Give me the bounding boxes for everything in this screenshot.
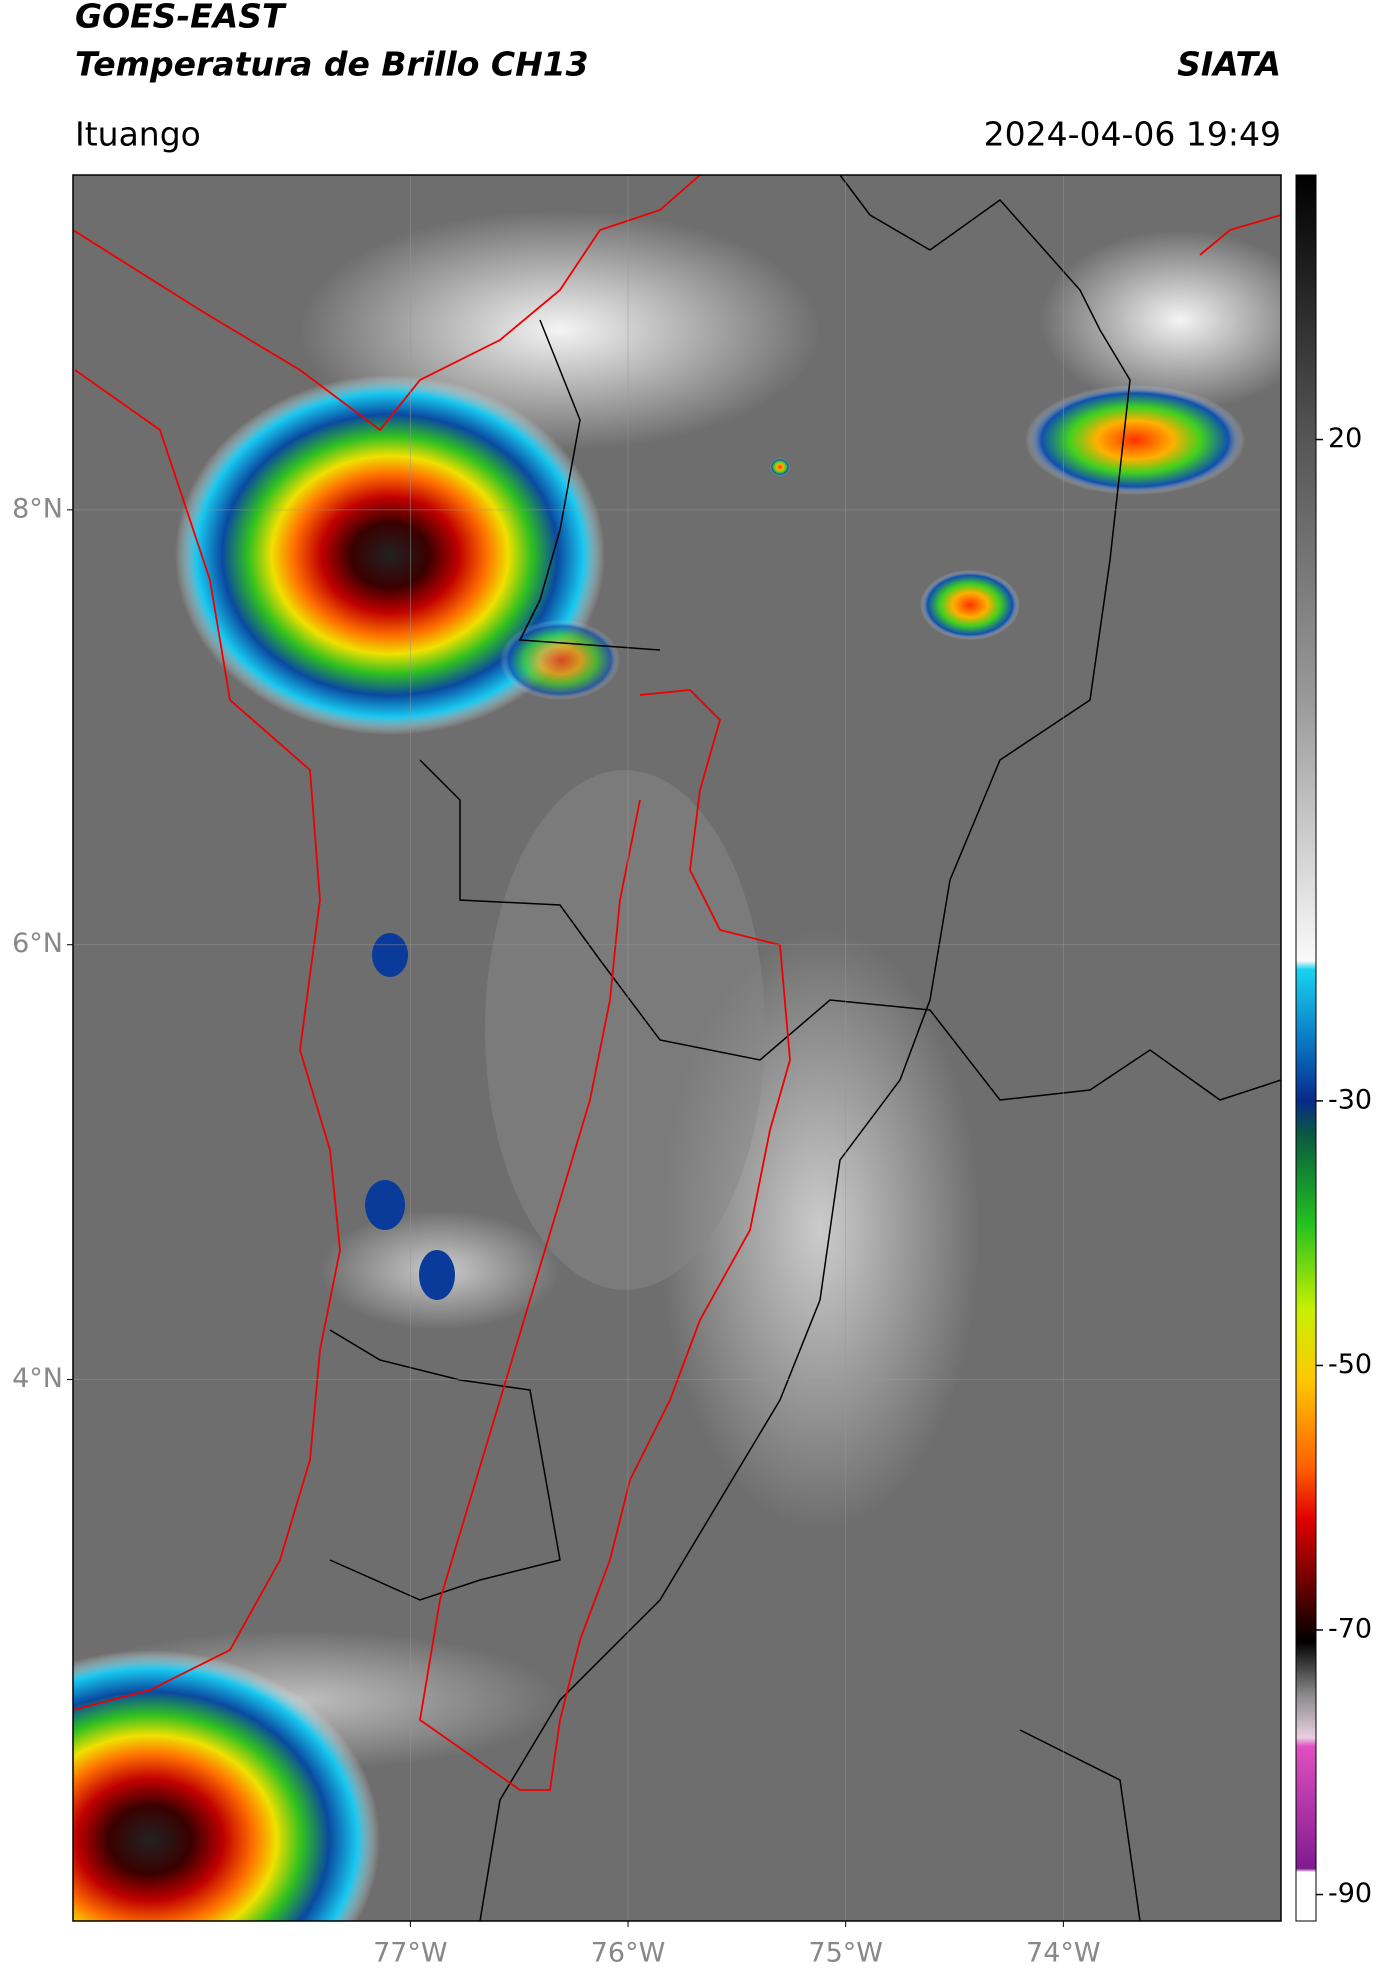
colorbar-tick-label: -30 — [1328, 1084, 1372, 1115]
storm-cell — [500, 620, 620, 700]
location: Ituango — [75, 115, 201, 154]
coastline — [73, 175, 701, 432]
x-tick-label: 76°W — [591, 1938, 666, 1969]
timestamp: 2024-04-06 19:49 — [984, 115, 1281, 154]
map-frame — [72, 174, 1282, 1922]
x-tick-label: 77°W — [373, 1938, 448, 1969]
colorbar — [1295, 174, 1317, 1922]
border — [329, 1329, 561, 1601]
border — [479, 175, 1131, 1921]
colorbar-tick-label: -70 — [1328, 1614, 1372, 1645]
region-boundary — [419, 689, 791, 1791]
y-tick-label: 8°N — [12, 493, 63, 524]
storm-cell — [365, 1180, 405, 1230]
storm-cell — [175, 375, 605, 735]
colorbar-tick-label: -90 — [1328, 1878, 1372, 1909]
storm-cell — [419, 1250, 455, 1300]
border — [518, 319, 661, 651]
storm-cell — [770, 458, 790, 476]
storm-cell — [1025, 385, 1245, 495]
x-tick-label: 75°W — [808, 1938, 883, 1969]
grid — [73, 175, 1281, 1921]
cloud — [1040, 230, 1281, 410]
border — [419, 759, 1281, 1101]
x-tick-label: 74°W — [1026, 1938, 1101, 1969]
title: GOES-EAST — [75, 0, 287, 36]
storm-cell — [73, 1650, 380, 1921]
colorbar-tick-label: -50 — [1328, 1349, 1372, 1380]
coastline — [73, 369, 341, 1711]
coastline — [1199, 214, 1281, 256]
storm-cell — [372, 933, 408, 977]
storm-cell — [920, 570, 1020, 640]
cloud — [485, 770, 765, 1290]
subtitle: Temperatura de Brillo CH13 — [75, 45, 589, 84]
source: SIATA — [1177, 45, 1281, 84]
y-tick-label: 4°N — [12, 1363, 63, 1394]
y-tick-label: 6°N — [12, 928, 63, 959]
border — [1019, 1729, 1141, 1921]
map-area — [73, 175, 1281, 1921]
colorbar-tick-label: 20 — [1328, 423, 1362, 454]
